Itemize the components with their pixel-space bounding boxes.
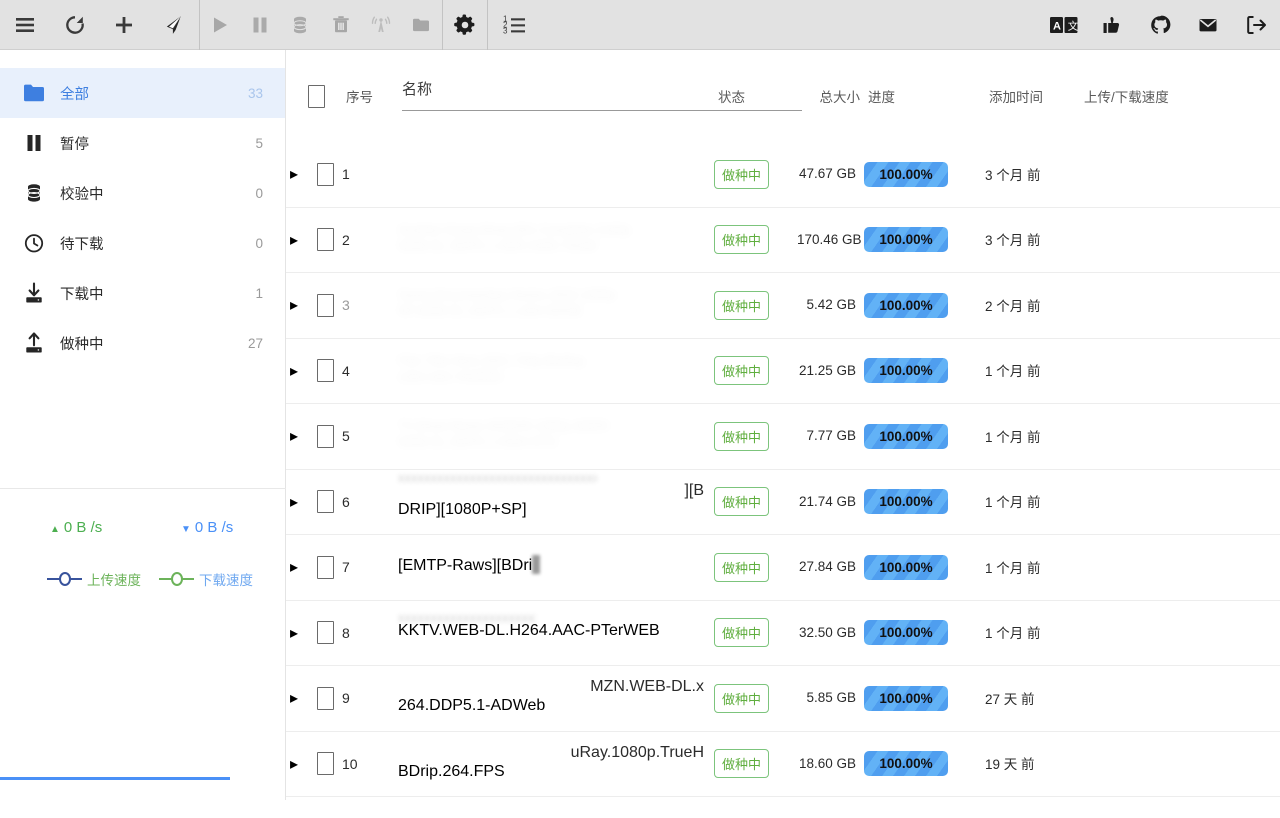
svg-text:3: 3 xyxy=(503,26,508,35)
svg-text:文: 文 xyxy=(1068,19,1079,32)
svg-text:A: A xyxy=(1053,20,1061,32)
